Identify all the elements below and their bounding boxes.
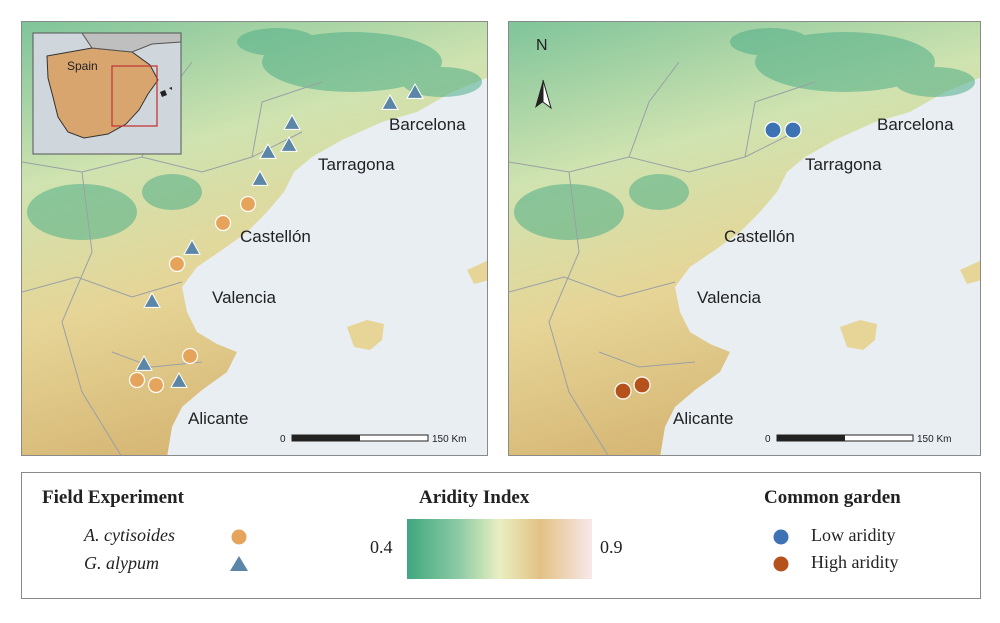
humid-zones (514, 28, 975, 240)
inset-map: Spain (32, 32, 182, 155)
scale-start: 0 (765, 434, 771, 445)
province-borders (22, 61, 323, 455)
city-label-barcelona: Barcelona (877, 115, 954, 134)
legend-panel: Field Experiment A. cytisoides G. alypum… (21, 472, 981, 599)
legend-garden-item-label: Low aridity (811, 525, 896, 545)
g-alypum-site (251, 169, 269, 186)
mainland (509, 22, 980, 455)
g-alypum-site (280, 135, 298, 152)
city-label-alicante: Alicante (673, 409, 733, 428)
common-garden-map: N Barcelona Tarragona Castellón Valencia… (508, 21, 981, 456)
low-aridity-site (764, 121, 782, 139)
g-alypum-site (283, 113, 301, 130)
island-menorca (467, 260, 487, 284)
g-alypum-site (183, 238, 201, 255)
city-label-valencia: Valencia (697, 288, 761, 307)
field-experiment-map: Spain Barcelona Tarragona Castellón Vale… (21, 21, 488, 456)
a-cytisoides-site (214, 214, 232, 232)
island-mallorca (840, 320, 877, 350)
legend-field-item-label: G. alypum (84, 553, 159, 573)
island-mallorca (347, 320, 384, 350)
island-menorca (960, 260, 980, 284)
g-alypum-site (259, 142, 277, 159)
scale-bar: 0 150 Km (280, 434, 466, 445)
g-alypum-site (170, 371, 188, 388)
scale-end: 150 Km (432, 434, 466, 445)
city-label-alicante: Alicante (188, 409, 248, 428)
a-cytisoides-site (147, 376, 165, 394)
g-alypum-site (143, 291, 161, 308)
city-label-tarragona: Tarragona (805, 155, 882, 174)
city-label-valencia: Valencia (212, 288, 276, 307)
high-aridity-site (633, 376, 651, 394)
high-aridity-site (614, 382, 632, 400)
city-label-castellon: Castellón (724, 227, 795, 246)
legend-garden-item-label: High aridity (811, 552, 899, 572)
legend-field-title: Field Experiment (42, 487, 184, 508)
scale-end: 150 Km (917, 434, 951, 445)
a-cytisoides-site (181, 347, 199, 365)
city-label-tarragona: Tarragona (318, 155, 395, 174)
legend-aridity-title: Aridity Index (419, 487, 530, 508)
g-alypum-site (135, 354, 153, 371)
triangle-icon (230, 556, 248, 571)
a-cytisoides-site (239, 195, 257, 213)
legend-aridity-min: 0.4 (370, 537, 393, 557)
circle-icon (231, 529, 247, 545)
legend-field-item-label: A. cytisoides (84, 525, 175, 545)
city-label-barcelona: Barcelona (389, 115, 466, 134)
legend-aridity-max: 0.9 (600, 537, 623, 557)
circle-icon (773, 556, 789, 572)
inset-label: Spain (67, 59, 98, 73)
north-label: N (536, 37, 548, 54)
city-label-castellon: Castellón (240, 227, 311, 246)
scale-bar: 0 150 Km (765, 434, 951, 445)
legend-garden-title: Common garden (764, 487, 901, 508)
low-aridity-site (784, 121, 802, 139)
scale-start: 0 (280, 434, 286, 445)
a-cytisoides-site (128, 371, 146, 389)
g-alypum-site (406, 82, 424, 99)
a-cytisoides-site (168, 255, 186, 273)
north-arrow-icon: N (535, 37, 552, 110)
province-borders (509, 61, 816, 455)
g-alypum-site (381, 93, 399, 110)
aridity-color-ramp (407, 519, 592, 579)
circle-icon (773, 529, 789, 545)
humid-zones (27, 28, 482, 240)
